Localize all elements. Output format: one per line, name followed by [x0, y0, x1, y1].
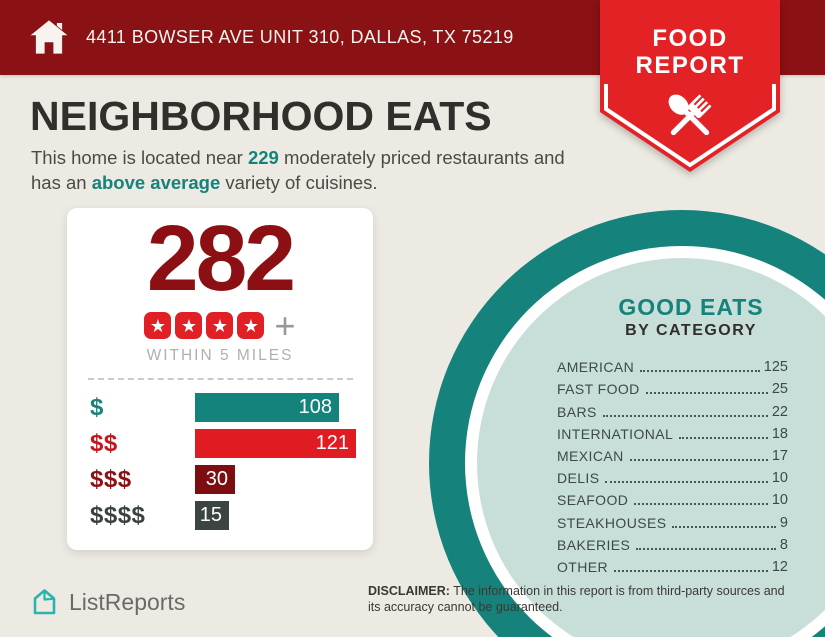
bar-row: $$ 121 — [90, 429, 373, 458]
category-row: AMERICAN 125 — [557, 353, 788, 375]
dotted-leader — [634, 503, 768, 506]
listreports-logo: ListReports — [30, 587, 185, 617]
category-value: 18 — [771, 425, 788, 442]
category-label: DELIS — [557, 470, 600, 487]
subtitle-text: variety of cuisines. — [220, 171, 378, 193]
good-eats-title: GOOD EATS — [618, 294, 764, 320]
crossed-spoon-fork-icon — [668, 94, 712, 136]
logo-text: ListReports — [69, 588, 186, 615]
dotted-leader — [605, 481, 768, 484]
disclaimer: DISCLAIMER: The information in this repo… — [368, 584, 798, 615]
category-label: MEXICAN — [557, 447, 624, 464]
subtitle-text: moderately priced restaurants and — [278, 147, 565, 168]
category-label: INTERNATIONAL — [557, 425, 674, 442]
badge-line1: FOOD — [652, 25, 728, 52]
restaurant-count: 229 — [247, 147, 279, 168]
dotted-leader — [645, 392, 768, 395]
category-row: STEAKHOUSES 9 — [557, 508, 788, 531]
dotted-leader — [672, 525, 776, 528]
category-row: OTHER 12 — [557, 553, 788, 575]
home-icon — [30, 20, 68, 54]
food-report-badge: FOOD REPORT — [600, 0, 780, 176]
category-label: STEAKHOUSES — [557, 514, 667, 531]
bar-value: 108 — [298, 396, 332, 418]
category-value: 25 — [771, 381, 788, 398]
bar-row: $$$ 30 — [90, 465, 373, 494]
category-label: AMERICAN — [557, 359, 635, 376]
subtitle: This home is located near 229 moderately… — [31, 146, 565, 195]
bar-value: 15 — [199, 504, 222, 526]
star-icon: ★ — [175, 312, 203, 339]
category-label: BARS — [557, 403, 597, 420]
bar-value: 30 — [205, 468, 228, 490]
category-value: 17 — [771, 447, 788, 464]
radius-label: WITHIN 5 MILES — [146, 347, 294, 364]
disclaimer-label: DISCLAIMER: — [368, 584, 450, 598]
category-row: INTERNATIONAL 18 — [557, 420, 788, 442]
category-row: MEXICAN 17 — [557, 442, 788, 464]
disclaimer-text: The information in this report is from t… — [368, 584, 785, 614]
category-value: 10 — [771, 492, 788, 509]
rating-stars: ★ ★ ★ ★ + — [67, 304, 373, 346]
bar-category-label: $$ — [90, 429, 118, 457]
bar: 121 — [195, 429, 356, 458]
category-value: 9 — [779, 514, 788, 531]
variety-rating: above average — [91, 171, 221, 193]
category-row: DELIS 10 — [557, 464, 788, 486]
total-restaurant-count: 282 — [146, 206, 296, 310]
good-eats-subtitle: BY CATEGORY — [625, 322, 757, 339]
bar-category-label: $ — [90, 393, 104, 421]
dotted-leader — [614, 569, 768, 572]
bar-row: $$$$ 15 — [90, 501, 373, 530]
listreports-house-icon — [33, 589, 56, 615]
category-list: AMERICAN 125 FAST FOOD 25 BARS 22 INTERNATIONA… — [557, 353, 788, 575]
good-eats-circle — [477, 258, 825, 637]
category-label: SEAFOOD — [557, 492, 629, 509]
category-row: BAKERIES 8 — [557, 531, 788, 553]
dotted-leader — [679, 436, 768, 439]
category-value: 22 — [771, 403, 788, 420]
summary-card: 282 ★ ★ ★ ★ + WITHIN 5 MILES $108 $$ 121 $$$ 30 $… — [67, 208, 373, 550]
category-value: 8 — [779, 536, 788, 553]
ribbon-shape — [600, 0, 780, 172]
dotted-leader — [629, 458, 768, 461]
subtitle-text: has an — [31, 171, 92, 193]
star-icon: ★ — [144, 312, 172, 339]
plus-icon: + — [274, 304, 296, 346]
subtitle-text: This home is located near — [31, 147, 248, 168]
star-icon: ★ — [237, 312, 265, 339]
bar: 30 — [195, 465, 235, 494]
badge-line2: REPORT — [635, 52, 745, 79]
category-label: FAST FOOD — [557, 381, 640, 398]
bar-category-label: $$$$ — [90, 501, 146, 529]
bar: 108 — [195, 393, 339, 422]
address-text: 4411 BOWSER AVE UNIT 310, DALLAS, TX 752… — [86, 27, 514, 47]
dashed-divider — [88, 378, 353, 380]
bar-row: $108 — [90, 393, 373, 422]
bar-value: 121 — [315, 432, 349, 454]
category-row: BARS 22 — [557, 397, 788, 420]
price-bar-chart: $108 $$ 121 $$$ 30 $$$$ 15 — [67, 393, 373, 530]
category-row: FAST FOOD 25 — [557, 375, 788, 397]
category-label: BAKERIES — [557, 536, 631, 553]
page-title: NEIGHBORHOOD EATS — [30, 93, 492, 139]
category-row: SEAFOOD 10 — [557, 486, 788, 508]
category-value: 125 — [763, 359, 788, 376]
dotted-leader — [636, 547, 776, 550]
category-label: OTHER — [557, 558, 608, 575]
star-icon: ★ — [206, 312, 234, 339]
dotted-leader — [602, 414, 768, 417]
bar: 15 — [195, 501, 229, 530]
dotted-leader — [640, 370, 760, 373]
category-value: 10 — [771, 470, 788, 487]
category-value: 12 — [771, 558, 788, 575]
bar-category-label: $$$ — [90, 465, 132, 493]
